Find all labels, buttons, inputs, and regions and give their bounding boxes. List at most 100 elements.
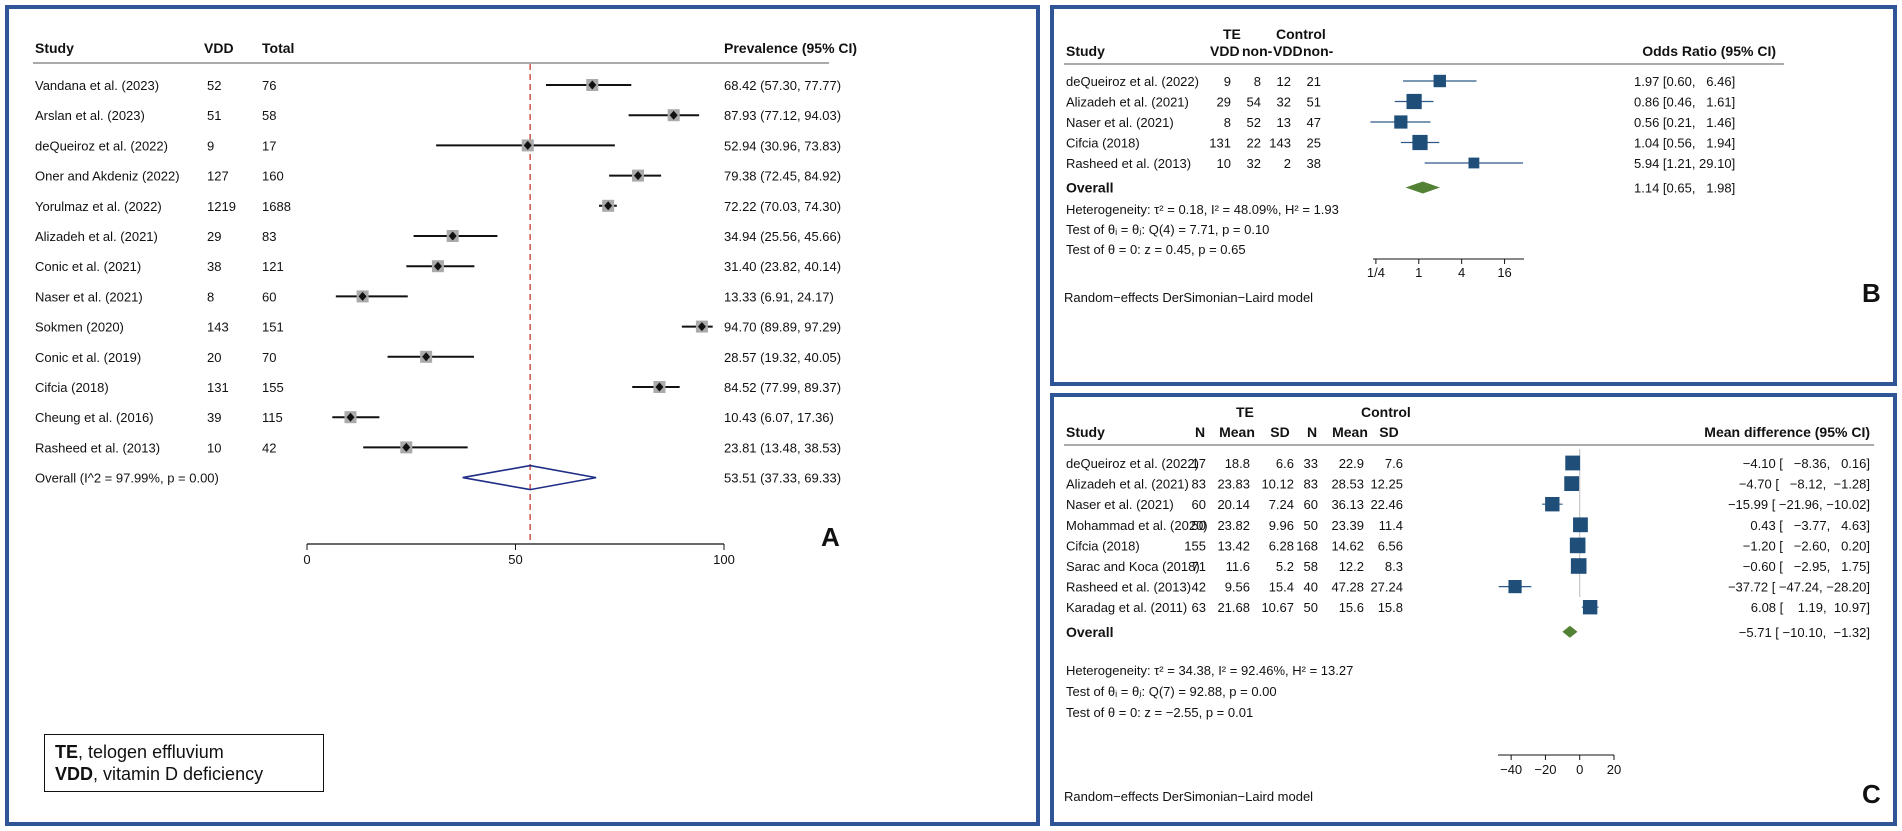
stat-cell: 63 [1192,600,1206,615]
control-non-count: 38 [1307,156,1321,171]
header-study: Study [35,40,74,56]
overall-estimate-text: 53.51 (37.33, 69.33) [724,471,841,486]
estimate-text: −1.20 [ −2.60, 0.20] [1743,538,1870,553]
point-estimate [655,382,664,392]
header-c3: SD [1270,424,1289,440]
weight-box [1406,93,1422,110]
vdd-count: 127 [207,169,229,184]
panel-b: TE Control Study VDD non- VDD non- Odds Ratio (… [1050,5,1897,386]
stat-cell: 50 [1304,518,1318,533]
heterogeneity-note: Test of θ = 0: z = −2.55, p = 0.01 [1066,705,1253,720]
estimate-text: 87.93 (77.12, 94.03) [724,108,841,123]
study-label: Arslan et al. (2023) [35,108,145,123]
estimate-text: 10.43 (6.07, 17.36) [724,410,834,425]
estimate-text: 6.08 [ 1.19, 10.97] [1751,600,1870,615]
header-c5: Mean [1332,424,1368,440]
vdd-count: 20 [207,350,221,365]
study-label: Alizadeh et al. (2021) [35,229,158,244]
header-study: Study [1066,43,1105,59]
model-footer: Random−effects DerSimonian−Laird model [1064,789,1313,804]
point-estimate [422,352,431,362]
header-total: Total [262,40,294,56]
abbreviation-legend: TE, telogen effluvium VDD, vitamin D def… [44,734,324,792]
estimate-text: −4.10 [ −8.36, 0.16] [1743,456,1870,471]
estimate-text: 5.94 [1.21, 29.10] [1634,156,1735,171]
stat-cell: 168 [1296,538,1318,553]
header-estimate: Mean difference (95% CI) [1704,424,1870,440]
point-estimate [669,110,678,120]
estimate-text: 31.40 (23.82, 40.14) [724,259,841,274]
control-non-count: 25 [1307,136,1321,151]
stat-cell: 7.24 [1269,497,1294,512]
stat-cell: 22.9 [1339,456,1364,471]
total-count: 121 [262,259,284,274]
stat-cell: 28.53 [1331,477,1364,492]
total-count: 60 [262,289,276,304]
overall-label: Overall [1066,180,1113,196]
weight-box [1582,600,1598,615]
x-tick-label: 0 [303,552,310,567]
header-control-non: non- [1303,43,1334,59]
study-label: Naser et al. (2021) [1066,497,1174,512]
stat-cell: 5.2 [1276,559,1294,574]
x-tick-label: −40 [1500,762,1522,777]
estimate-text: 0.56 [0.21, 1.46] [1634,115,1735,130]
stat-cell: 13.42 [1217,538,1250,553]
overall-estimate-text: 1.14 [0.65, 1.98] [1634,181,1735,196]
x-tick-label: 100 [713,552,735,567]
stat-cell: 10.67 [1261,600,1294,615]
overall-label: Overall (I^2 = 97.99%, p = 0.00) [35,471,219,486]
heterogeneity-note: Heterogeneity: τ² = 34.38, I² = 92.46%, … [1066,663,1353,678]
stat-cell: 15.6 [1339,600,1364,615]
study-label: Alizadeh et al. (2021) [1066,477,1189,492]
x-tick-label: 1/4 [1367,265,1385,280]
heterogeneity-note: Test of θᵢ = θⱼ: Q(4) = 7.71, p = 0.10 [1066,222,1269,237]
study-label: Sokmen (2020) [35,320,124,335]
stat-cell: 23.82 [1217,518,1250,533]
study-label: deQueiroz et al. (2022) [1066,456,1199,471]
stat-cell: 60 [1304,497,1318,512]
estimate-text: 0.43 [ −3.77, 4.63] [1750,518,1870,533]
point-estimate [358,291,367,301]
panel-label: B [1862,278,1881,308]
stat-cell: 50 [1192,518,1206,533]
weight-box [1570,558,1587,574]
te-non-count: 32 [1247,156,1261,171]
total-count: 1688 [262,199,291,214]
header-group-control: Control [1361,404,1411,420]
stat-cell: 36.13 [1331,497,1364,512]
header-group-te: TE [1236,404,1254,420]
control-non-count: 51 [1307,95,1321,110]
te-non-count: 52 [1247,115,1261,130]
estimate-text: −37.72 [ −47.24, −28.20] [1728,580,1870,595]
weight-box [1545,497,1560,512]
vdd-count: 8 [207,289,214,304]
stat-cell: 22.46 [1370,497,1403,512]
point-estimate [346,412,355,422]
header-group-te: TE [1223,26,1241,42]
point-estimate [402,442,411,452]
header-study: Study [1066,424,1105,440]
weight-box [1569,537,1586,554]
estimate-text: 52.94 (30.96, 73.83) [724,138,841,153]
stat-cell: 6.28 [1269,538,1294,553]
header-estimate: Prevalence (95% CI) [724,40,857,56]
panel-label: A [821,522,840,552]
x-tick-label: 20 [1607,762,1621,777]
stat-cell: 33 [1304,456,1318,471]
vdd-count: 51 [207,108,221,123]
stat-cell: 27.24 [1370,580,1403,595]
control-vdd-count: 143 [1269,136,1291,151]
stat-cell: 8.3 [1385,559,1403,574]
stat-cell: 7.6 [1385,456,1403,471]
heterogeneity-note: Test of θ = 0: z = 0.45, p = 0.65 [1066,242,1246,257]
x-tick-label: −20 [1534,762,1556,777]
stat-cell: 20.14 [1217,497,1250,512]
total-count: 70 [262,350,276,365]
x-tick-label: 50 [508,552,522,567]
study-label: Alizadeh et al. (2021) [1066,95,1189,110]
header-estimate: Odds Ratio (95% CI) [1642,43,1776,59]
stat-cell: 60 [1192,497,1206,512]
control-vdd-count: 2 [1284,156,1291,171]
